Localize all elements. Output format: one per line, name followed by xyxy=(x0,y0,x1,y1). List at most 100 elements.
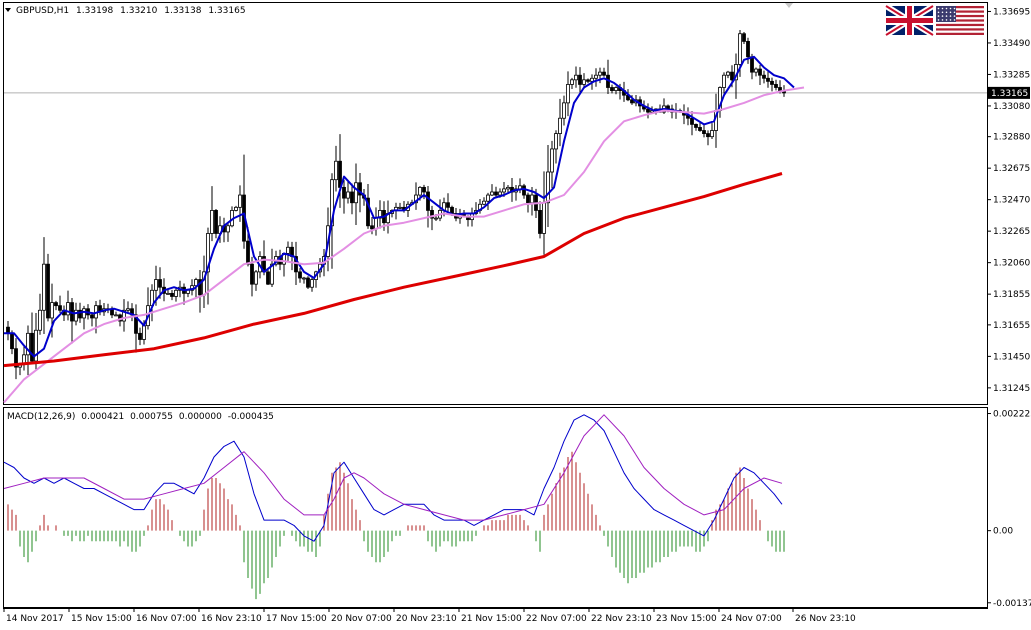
svg-text:1.32060: 1.32060 xyxy=(993,259,1030,269)
candle xyxy=(546,145,550,227)
candle xyxy=(494,186,498,199)
candle xyxy=(710,123,714,140)
candle xyxy=(134,304,138,353)
candle xyxy=(350,183,354,215)
svg-text:22 Nov 23:10: 22 Nov 23:10 xyxy=(591,614,652,624)
macd-signal-line xyxy=(3,414,783,521)
candle xyxy=(566,71,570,117)
macd-zero-value: 0.000000 xyxy=(179,412,222,422)
candle xyxy=(490,184,494,197)
svg-text:24 Nov 07:00: 24 Nov 07:00 xyxy=(721,614,782,624)
candle xyxy=(254,270,258,291)
candle xyxy=(486,192,490,211)
candle xyxy=(34,312,38,370)
candle xyxy=(126,301,130,314)
candle xyxy=(342,179,346,214)
svg-text:1.32470: 1.32470 xyxy=(993,196,1030,206)
price-tick: 1.32880 xyxy=(987,133,1030,143)
candle xyxy=(754,67,758,77)
candle xyxy=(298,268,302,283)
candle xyxy=(270,248,274,287)
candle xyxy=(550,140,554,189)
svg-text:0.002225: 0.002225 xyxy=(993,410,1031,420)
svg-text:1.31655: 1.31655 xyxy=(993,321,1030,331)
candle xyxy=(522,183,526,199)
price-tick: 1.32675 xyxy=(987,164,1030,174)
candle xyxy=(286,241,290,263)
candle xyxy=(114,311,118,317)
svg-text:1.32265: 1.32265 xyxy=(993,227,1030,237)
macd-signal-value: 0.000755 xyxy=(130,412,173,422)
candle xyxy=(646,103,650,119)
candle xyxy=(166,289,170,295)
time-tick: 22 Nov 07:00 xyxy=(523,608,587,624)
uk-flag-icon[interactable] xyxy=(884,3,935,38)
svg-text:20 Nov 07:00: 20 Nov 07:00 xyxy=(331,614,392,624)
time-tick: 14 Nov 2017 xyxy=(3,608,64,624)
svg-text:1.33080: 1.33080 xyxy=(993,102,1030,112)
macd-label: MACD(12,26,9) xyxy=(7,412,75,422)
candle xyxy=(582,73,586,89)
candle xyxy=(426,186,430,228)
candle xyxy=(690,111,694,136)
candle xyxy=(46,253,50,322)
current-price-tag: 1.33165 xyxy=(988,86,1030,99)
svg-text:1.31245: 1.31245 xyxy=(993,384,1030,394)
candle xyxy=(446,193,450,214)
candle xyxy=(250,256,254,297)
candle xyxy=(770,77,774,92)
time-tick: 26 Nov 23:10 xyxy=(792,608,856,624)
svg-text:1.33490: 1.33490 xyxy=(993,39,1030,49)
price-tick: 1.31450 xyxy=(987,352,1030,362)
svg-text:-0.00137: -0.00137 xyxy=(993,599,1031,609)
time-tick: 21 Nov 15:00 xyxy=(458,608,522,624)
candle xyxy=(594,68,598,87)
candle xyxy=(90,313,94,327)
candle xyxy=(578,67,582,93)
candle xyxy=(398,202,402,209)
low-price: 1.33138 xyxy=(164,6,201,16)
candle xyxy=(482,197,486,206)
svg-text:1.31450: 1.31450 xyxy=(993,352,1030,362)
svg-text:MACD(12,26,9) 0.000421: MACD(12,26,9) 0.000421 0.000755 0.000000… xyxy=(7,412,274,422)
us-flag-icon[interactable] xyxy=(936,6,984,35)
candle xyxy=(702,124,706,138)
close-price: 1.33165 xyxy=(208,6,245,16)
open-price: 1.33198 xyxy=(76,6,113,16)
symbol-dropdown-icon[interactable] xyxy=(5,8,11,12)
svg-text:1.33165: 1.33165 xyxy=(991,89,1028,99)
candle xyxy=(586,78,590,84)
svg-text:1.32675: 1.32675 xyxy=(993,164,1030,174)
svg-text:0.00: 0.00 xyxy=(993,527,1013,537)
candle xyxy=(430,205,434,231)
svg-text:20 Nov 23:10: 20 Nov 23:10 xyxy=(396,614,457,624)
candle xyxy=(758,64,762,86)
macd-panel-frame xyxy=(3,407,988,608)
time-tick: 20 Nov 23:10 xyxy=(393,608,457,624)
candle xyxy=(558,98,562,147)
candle xyxy=(54,300,58,311)
macd-main-line xyxy=(3,414,783,542)
candle xyxy=(138,327,142,346)
candle xyxy=(346,181,350,204)
candle xyxy=(174,287,178,302)
svg-text:14 Nov 2017: 14 Nov 2017 xyxy=(6,614,64,624)
svg-text:23 Nov 15:00: 23 Nov 15:00 xyxy=(656,614,717,624)
mid-ma-line xyxy=(3,86,805,404)
scroll-marker-icon xyxy=(785,3,793,8)
time-tick: 23 Nov 15:00 xyxy=(653,608,717,624)
candle xyxy=(170,289,174,301)
candle xyxy=(554,130,558,164)
macd-tick: 0.002225 xyxy=(987,410,1031,420)
candle xyxy=(198,269,202,313)
candle xyxy=(310,276,314,292)
price-tick: 1.31245 xyxy=(987,384,1030,394)
time-tick: 16 Nov 07:00 xyxy=(133,608,197,624)
candle xyxy=(526,192,530,213)
candle xyxy=(234,205,238,212)
candle xyxy=(122,299,126,332)
price-tick: 1.33080 xyxy=(987,102,1030,112)
candle xyxy=(14,338,18,380)
high-price: 1.33210 xyxy=(120,6,157,16)
